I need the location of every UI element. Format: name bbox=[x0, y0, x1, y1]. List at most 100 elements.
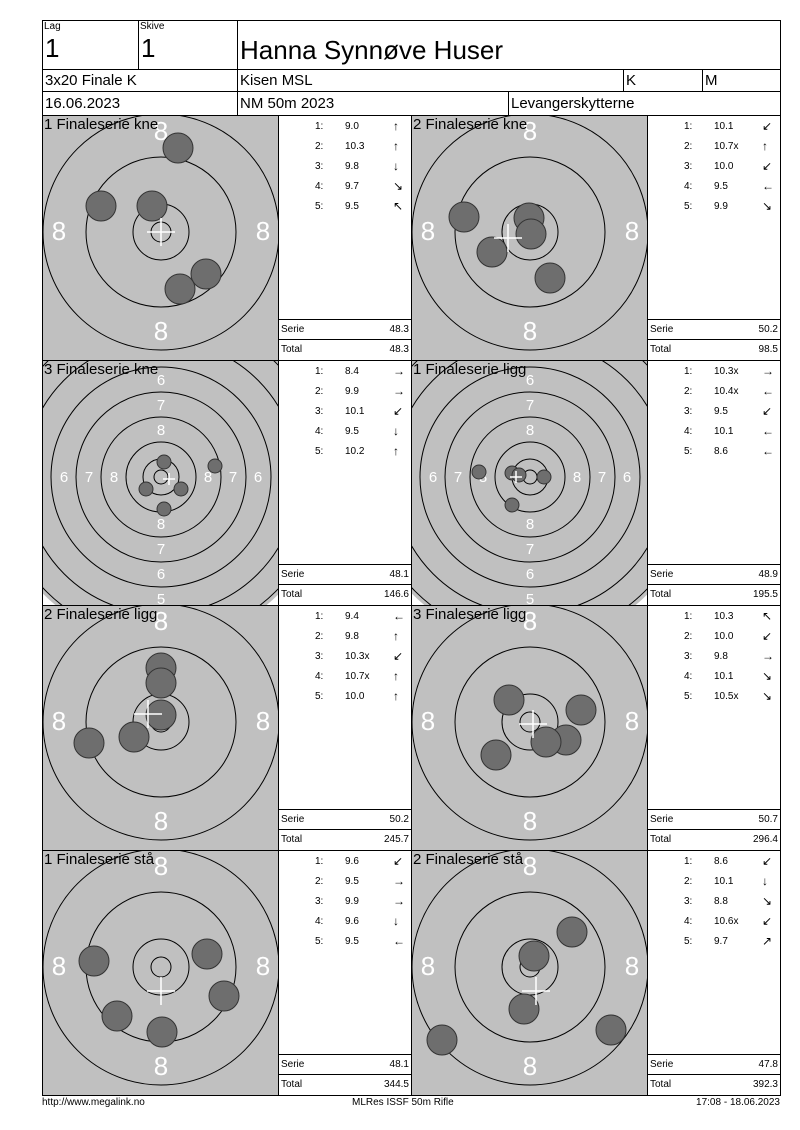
shot-number: 3: bbox=[684, 161, 693, 172]
shot-direction-arrow-icon: → bbox=[393, 384, 405, 398]
shot-score: 9.6 bbox=[345, 916, 359, 927]
shot-hole bbox=[536, 469, 552, 485]
shot-number: 2: bbox=[315, 876, 324, 887]
ring-number-label: 8 bbox=[154, 316, 168, 346]
date-cell: 16.06.2023 bbox=[42, 91, 238, 116]
target-ring bbox=[412, 116, 647, 351]
shot-direction-arrow-icon: ↙ bbox=[762, 159, 773, 173]
series-title: 3 Finaleserie ligg bbox=[413, 606, 527, 623]
club: Kisen MSL bbox=[240, 72, 313, 89]
series-title: 2 Finaleserie kne bbox=[413, 116, 528, 133]
shot-score: 9.0 bbox=[345, 121, 359, 132]
shot-hole bbox=[208, 980, 240, 1012]
ring-number-label: 8 bbox=[52, 706, 66, 736]
ring-number-label: 8 bbox=[256, 951, 270, 981]
shot-direction-arrow-icon: ↘ bbox=[762, 669, 773, 683]
total-row: Total 146.6 bbox=[279, 584, 411, 604]
shot-hole bbox=[162, 132, 194, 164]
shot-row: 5: 9.5 ↖ bbox=[279, 198, 411, 218]
footer-timestamp: 17:08 - 18.06.2023 bbox=[696, 1097, 780, 1108]
shot-direction-arrow-icon: ↓ bbox=[393, 914, 399, 928]
shot-direction-arrow-icon: ↑ bbox=[393, 669, 399, 683]
shot-row: 4: 10.1 ↘ bbox=[648, 668, 780, 688]
shot-direction-arrow-icon: ↖ bbox=[762, 609, 773, 623]
mean-point-crosshair bbox=[147, 977, 175, 1005]
shot-number: 4: bbox=[315, 181, 324, 192]
event-cell: NM 50m 2023 bbox=[237, 91, 509, 116]
shot-number: 3: bbox=[315, 161, 324, 172]
shot-direction-arrow-icon: ← bbox=[762, 384, 774, 398]
total-label: Total bbox=[281, 834, 303, 845]
shot-number: 2: bbox=[315, 386, 324, 397]
shot-direction-arrow-icon: → bbox=[393, 894, 405, 908]
shot-number: 5: bbox=[684, 201, 693, 212]
shot-row: 2: 9.5 → bbox=[279, 873, 411, 893]
shot-direction-arrow-icon: → bbox=[393, 874, 405, 888]
serie-value: 47.8 bbox=[758, 1059, 778, 1070]
shot-row: 5: 10.0 ↑ bbox=[279, 688, 411, 708]
shot-score: 9.8 bbox=[714, 651, 728, 662]
shot-row: 3: 8.8 ↘ bbox=[648, 893, 780, 913]
shot-direction-arrow-icon: ↓ bbox=[393, 159, 399, 173]
total-label: Total bbox=[650, 589, 672, 600]
shot-number: 3: bbox=[684, 406, 693, 417]
serie-value: 48.9 bbox=[758, 569, 778, 580]
shot-number: 5: bbox=[315, 201, 324, 212]
mean-point-crosshair bbox=[522, 977, 550, 1005]
target-ring bbox=[43, 606, 278, 841]
shot-row: 1: 9.6 ↙ bbox=[279, 853, 411, 873]
shot-hole bbox=[595, 1014, 627, 1046]
shot-list: 1: 9.4 ← 2: 9.8 ↑ 3: 10.3x ↙ 4: 10.7x ↑ 5: 10.0 ↑ Serie… bbox=[278, 605, 412, 851]
shot-number: 1: bbox=[684, 856, 693, 867]
ring-number-label: 7 bbox=[157, 541, 165, 558]
shot-hole bbox=[518, 940, 550, 972]
shot-score: 10.3x bbox=[714, 366, 739, 377]
ring-number-label: 8 bbox=[204, 469, 212, 486]
shot-direction-arrow-icon: ↘ bbox=[762, 199, 773, 213]
shot-row: 4: 9.5 ← bbox=[648, 178, 780, 198]
ring-number-label: 5 bbox=[157, 361, 165, 364]
shot-number: 2: bbox=[684, 631, 693, 642]
serie-value: 48.1 bbox=[389, 1059, 409, 1070]
shot-number: 2: bbox=[315, 631, 324, 642]
total-label: Total bbox=[650, 834, 672, 845]
class: 3x20 Finale K bbox=[45, 72, 137, 89]
shot-direction-arrow-icon: ↑ bbox=[762, 139, 768, 153]
total-label: Total bbox=[650, 1079, 672, 1090]
target-ring bbox=[75, 391, 247, 563]
shot-score: 9.5 bbox=[714, 406, 728, 417]
shot-row: 2: 10.7x ↑ bbox=[648, 138, 780, 158]
shot-score: 9.9 bbox=[345, 896, 359, 907]
ring-number-label: 8 bbox=[52, 216, 66, 246]
shot-row: 5: 8.6 ← bbox=[648, 443, 780, 463]
skive-value: 1 bbox=[141, 33, 156, 63]
target-ring bbox=[43, 851, 278, 1086]
shot-hole bbox=[156, 454, 172, 470]
ring-number-label: 8 bbox=[154, 851, 168, 881]
serie-label: Serie bbox=[281, 324, 305, 335]
shot-direction-arrow-icon: ↘ bbox=[762, 689, 773, 703]
ring-number-label: 8 bbox=[154, 116, 168, 146]
ring-number-label: 6 bbox=[623, 469, 631, 486]
ring-number-label: 6 bbox=[60, 469, 68, 486]
ring-number-label: 8 bbox=[523, 1051, 537, 1081]
club-cell: Kisen MSL bbox=[237, 69, 624, 92]
shot-hole bbox=[136, 190, 168, 222]
shot-hole bbox=[448, 201, 480, 233]
category-cell: M bbox=[702, 69, 781, 92]
ring-number-label: 6 bbox=[526, 566, 534, 583]
series-title: 2 Finaleserie ligg bbox=[44, 606, 158, 623]
shot-direction-arrow-icon: ← bbox=[762, 179, 774, 193]
shot-number: 5: bbox=[684, 936, 693, 947]
total-label: Total bbox=[281, 344, 303, 355]
target-background bbox=[43, 361, 278, 605]
ring-number-label: 8 bbox=[421, 216, 435, 246]
total-row: Total 195.5 bbox=[648, 584, 780, 604]
shot-number: 1: bbox=[684, 611, 693, 622]
shot-number: 1: bbox=[315, 856, 324, 867]
shot-hole bbox=[146, 1016, 178, 1048]
footer-url[interactable]: http://www.megalink.no bbox=[42, 1097, 145, 1108]
shot-direction-arrow-icon: ↑ bbox=[393, 629, 399, 643]
shot-direction-arrow-icon: ↙ bbox=[762, 914, 773, 928]
